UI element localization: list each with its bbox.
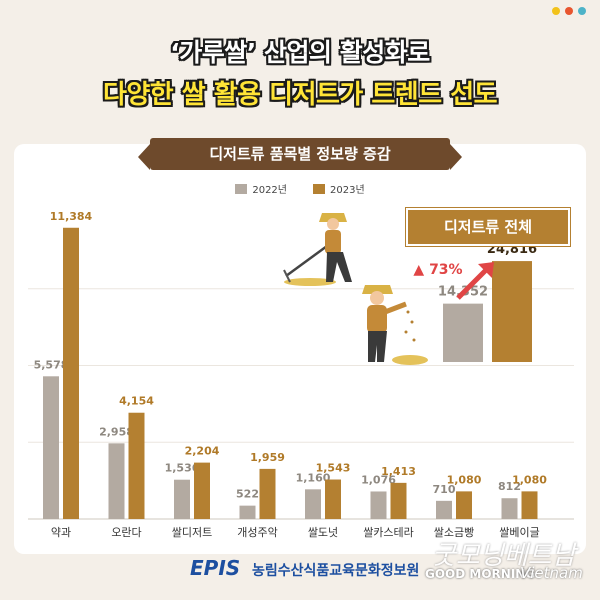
legend-label-2023: 2023년 bbox=[330, 185, 365, 196]
arrow-up-icon bbox=[456, 262, 494, 300]
data-label-2023-4: 1,543 bbox=[316, 462, 351, 475]
category-label-7: 쌀베이글 bbox=[499, 526, 539, 539]
watermark-script: 굿모닝베트남 bbox=[432, 541, 576, 571]
category-label-0: 약과 bbox=[51, 525, 71, 539]
inset-bar-2022 bbox=[443, 303, 483, 362]
window-dots bbox=[552, 7, 586, 15]
headline-line1: ‘가루쌀’ 산업의 활성화로 bbox=[170, 38, 430, 67]
legend-swatch-2023 bbox=[313, 183, 325, 194]
category-label-4: 쌀도넛 bbox=[308, 526, 338, 539]
category-label-5: 쌀카스테라 bbox=[363, 526, 414, 539]
data-label-2022-1: 2,958 bbox=[99, 425, 134, 438]
bar-2023-2 bbox=[194, 462, 210, 519]
bar-2023-1 bbox=[128, 412, 145, 519]
category-label-6: 쌀소금빵 bbox=[434, 526, 474, 539]
farmer-sowing-icon bbox=[362, 285, 428, 365]
total-inset-title: 디저트류 전체 bbox=[405, 207, 571, 247]
chart-bars: 5,578 11,384 약과 2,958 4,154 오란다 1,536 2,204 쌀디저트… bbox=[34, 210, 548, 539]
bar-2022-0 bbox=[43, 376, 59, 519]
bar-2022-2 bbox=[174, 479, 190, 519]
bar-2022-3 bbox=[239, 505, 256, 519]
data-label-2022-3: 522 bbox=[236, 488, 259, 501]
bar-2022-1 bbox=[108, 443, 125, 519]
category-label-1: 오란다 bbox=[111, 526, 141, 539]
data-label-2023-7: 1,080 bbox=[512, 473, 547, 486]
chart-gridlines bbox=[28, 288, 574, 520]
bar-2022-4 bbox=[305, 489, 321, 519]
data-label-2023-3: 1,959 bbox=[250, 451, 285, 464]
bar-2023-0 bbox=[63, 227, 79, 519]
category-label-3: 개성주악 bbox=[237, 526, 277, 539]
legend-item-2023: 2023년 bbox=[313, 181, 365, 196]
total-inset-chart: 14,35224,816▲ 73% bbox=[413, 242, 537, 362]
data-label-2022-4: 1,160 bbox=[296, 471, 331, 484]
bar-2023-4 bbox=[325, 479, 341, 519]
data-label-2022-6: 710 bbox=[433, 483, 456, 496]
data-label-2023-1: 4,154 bbox=[119, 395, 154, 408]
bar-2023-6 bbox=[456, 491, 472, 519]
bar-2022-7 bbox=[501, 498, 518, 519]
chart-legend: 2022년 2023년 bbox=[0, 181, 600, 196]
bar-2023-5 bbox=[390, 482, 407, 519]
data-label-2023-6: 1,080 bbox=[447, 473, 482, 486]
data-label-2022-0: 5,578 bbox=[34, 358, 69, 371]
bar-2022-5 bbox=[370, 491, 387, 519]
epis-logo: EPIS bbox=[190, 556, 241, 580]
dot-red-icon bbox=[565, 7, 573, 15]
inset-bar-2023 bbox=[492, 261, 532, 362]
watermark-brand: GOOD MORNING bbox=[425, 567, 536, 581]
data-label-2022-5: 1,076 bbox=[361, 473, 396, 486]
data-label-2022-2: 1,536 bbox=[165, 462, 200, 475]
dot-teal-icon bbox=[578, 7, 586, 15]
data-label-2023-2: 2,204 bbox=[185, 445, 220, 458]
legend-item-2022: 2022년 bbox=[235, 181, 287, 196]
legend-label-2022: 2022년 bbox=[252, 185, 287, 196]
data-label-2022-7: 812 bbox=[498, 480, 521, 493]
watermark-script2: Vietnam bbox=[520, 564, 583, 582]
bar-2023-7 bbox=[521, 491, 538, 519]
data-label-2023-0: 11,384 bbox=[50, 210, 93, 223]
footer-org-name: 농림수산식품교육문화정보원 bbox=[252, 563, 420, 579]
data-label-2023-5: 1,413 bbox=[381, 465, 416, 478]
headline-line2: 다양한 쌀 활용 디저트가 트렌드 선도 bbox=[102, 80, 498, 110]
legend-swatch-2022 bbox=[235, 183, 248, 194]
category-label-2: 쌀디저트 bbox=[172, 526, 212, 539]
chart-title: 디저트류 품목별 정보량 증감 bbox=[138, 138, 462, 170]
dot-yellow-icon bbox=[552, 7, 560, 15]
bar-2022-6 bbox=[436, 500, 452, 519]
increase-percent-label: ▲ 73% bbox=[413, 262, 462, 278]
bar-2023-3 bbox=[259, 468, 276, 519]
farmer-raking-icon bbox=[283, 213, 352, 286]
